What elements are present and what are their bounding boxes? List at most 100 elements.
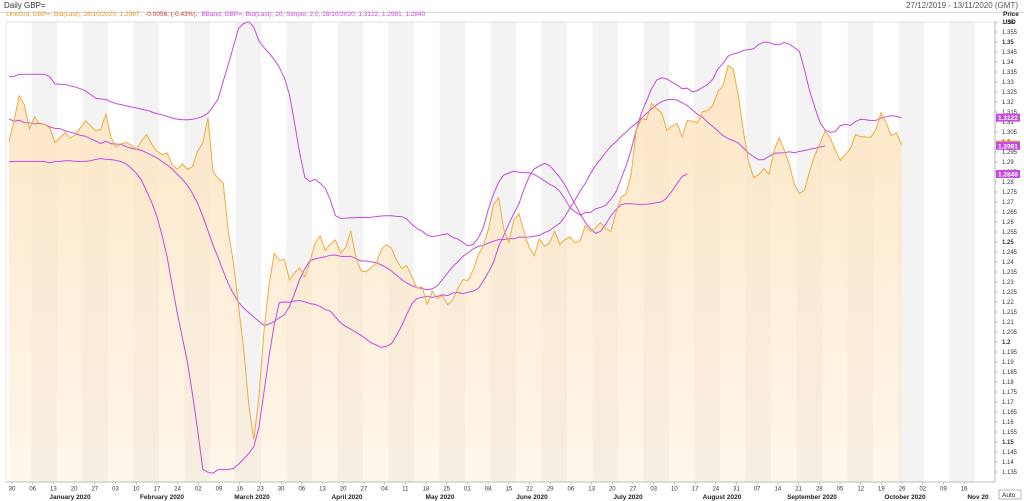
x-tick-label: 26 <box>899 487 906 493</box>
y-tick-label: 1.145 <box>1002 450 1018 456</box>
week-stripe <box>949 22 975 482</box>
y-tick-label: 1.155 <box>1002 430 1018 436</box>
x-tick-label: 09 <box>216 487 223 493</box>
y-tick-label: 1.36 <box>1002 20 1014 26</box>
month-label: Nov 20 <box>967 494 989 501</box>
month-label: April 2020 <box>331 494 362 501</box>
y-tick-label: 1.165 <box>1002 410 1018 416</box>
month-label: March 2020 <box>234 494 270 501</box>
y-tick-label: 1.235 <box>1002 270 1018 276</box>
price-line[interactable] <box>8 64 902 440</box>
y-tick-label: 1.29 <box>1002 160 1014 166</box>
lower-band-badge: 1.2840 <box>998 172 1018 179</box>
y-tick-label: 1.23 <box>1002 280 1014 286</box>
y-tick-label: 1.28 <box>1002 180 1014 186</box>
x-tick-label: 17 <box>154 487 161 493</box>
x-tick-label: 24 <box>174 487 181 493</box>
x-tick-label: 04 <box>381 487 388 493</box>
y-tick-label: 1.27 <box>1002 200 1014 206</box>
month-label: June 2020 <box>516 494 548 501</box>
lower-band-badge-box <box>996 170 1020 178</box>
legend-line: LineGrd, GBP=, Bid(Last), 28/10/2020, 1.… <box>6 11 144 18</box>
x-tick-label: 14 <box>775 487 782 493</box>
x-tick-label: 18 <box>423 487 430 493</box>
y-tick-label: 1.14 <box>1002 460 1014 466</box>
y-tick-label: 1.33 <box>1002 80 1014 86</box>
legend-change: -0.0056, (-0.43%), <box>145 11 200 18</box>
x-tick-label: 16 <box>236 487 243 493</box>
chart-legend: LineGrd, GBP=, Bid(Last), 28/10/2020, 1.… <box>6 11 427 18</box>
y-tick-label: 1.345 <box>1002 50 1018 56</box>
legend-band: BBand, GBP=, Bid(Last), 20, Simple, 2.0,… <box>201 11 426 18</box>
y-tick-label: 1.325 <box>1002 90 1018 96</box>
window-title: Daily GBP= <box>4 1 46 10</box>
y-tick-label: 1.31 <box>1002 120 1014 126</box>
y-tick-label: 1.35 <box>1002 40 1014 46</box>
x-tick-label: 23 <box>257 487 264 493</box>
lower-band-line[interactable] <box>8 158 688 474</box>
x-tick-label: 01 <box>464 487 471 493</box>
x-tick-label: 24 <box>712 487 719 493</box>
auto-button[interactable] <box>998 489 1022 500</box>
x-tick-label: 20 <box>609 487 616 493</box>
y-tick-label: 1.215 <box>1002 310 1018 316</box>
x-tick-label: 08 <box>485 487 492 493</box>
y-tick-label: 1.205 <box>1002 330 1018 336</box>
x-tick-label: 13 <box>50 487 57 493</box>
upper-band-badge-box <box>996 113 1020 122</box>
x-tick-label: 29 <box>547 487 554 493</box>
x-tick-label: 06 <box>298 487 305 493</box>
x-tick-label: 27 <box>630 487 637 493</box>
x-tick-label: 02 <box>195 487 202 493</box>
x-tick-label: 03 <box>112 487 119 493</box>
price-area <box>9 65 902 482</box>
y-tick-label: 1.22 <box>1002 300 1014 306</box>
y-tick-label: 1.255 <box>1002 230 1018 236</box>
y-tick-label: 1.24 <box>1002 260 1014 266</box>
upper-band-line[interactable] <box>9 21 902 247</box>
y-tick-label: 1.305 <box>1002 130 1018 136</box>
y-tick-label: 1.32 <box>1002 100 1014 106</box>
y-tick-label: 1.225 <box>1002 290 1018 296</box>
x-tick-label: 15 <box>505 487 512 493</box>
y-tick-label: 1.135 <box>1002 470 1018 476</box>
x-tick-label: 25 <box>443 487 450 493</box>
x-tick-label: 11 <box>402 487 409 493</box>
week-stripe <box>898 22 924 482</box>
y-tick-label: 1.315 <box>1002 110 1018 116</box>
month-label: October 2020 <box>884 494 926 501</box>
x-tick-label: 07 <box>754 487 761 493</box>
x-tick-label: 27 <box>361 487 368 493</box>
x-tick-label: 10 <box>671 487 678 493</box>
y-tick-label: 1.19 <box>1002 360 1014 366</box>
y-tick-label: 1.185 <box>1002 370 1018 376</box>
middle-band-badge: 1.2981 <box>998 143 1018 150</box>
month-label: September 2020 <box>787 494 837 501</box>
date-range: 27/12/2019 - 13/11/2020 (GMT) <box>906 1 1018 10</box>
y-tick-label: 1.355 <box>1002 30 1018 36</box>
y-tick-label: 1.295 <box>1002 150 1018 156</box>
x-tick-label: 19 <box>878 487 885 493</box>
y-tick-label: 1.18 <box>1002 380 1014 386</box>
x-tick-label: 13 <box>588 487 595 493</box>
x-tick-label: 28 <box>816 487 823 493</box>
y-tick-label: 1.15 <box>1002 440 1014 446</box>
y-tick-label: 1.2 <box>1002 340 1011 346</box>
x-tick-label: 06 <box>568 487 575 493</box>
y-tick-label: 1.17 <box>1002 400 1014 406</box>
month-label: August 2020 <box>703 494 742 501</box>
x-tick-label: 30 <box>278 487 285 493</box>
x-tick-label: 17 <box>692 487 699 493</box>
y-tick-label: 1.25 <box>1002 240 1014 246</box>
middle-band-badge-box <box>996 141 1020 150</box>
y-tick-label: 1.245 <box>1002 250 1018 256</box>
y-tick-label: 1.21 <box>1002 320 1014 326</box>
x-tick-label: 20 <box>340 487 347 493</box>
x-tick-label: 31 <box>733 487 740 493</box>
x-tick-label: 06 <box>29 487 36 493</box>
y-axis-currency-label: USD <box>1003 20 1016 26</box>
month-label: July 2020 <box>613 494 643 501</box>
y-tick-label: 1.26 <box>1002 220 1014 226</box>
